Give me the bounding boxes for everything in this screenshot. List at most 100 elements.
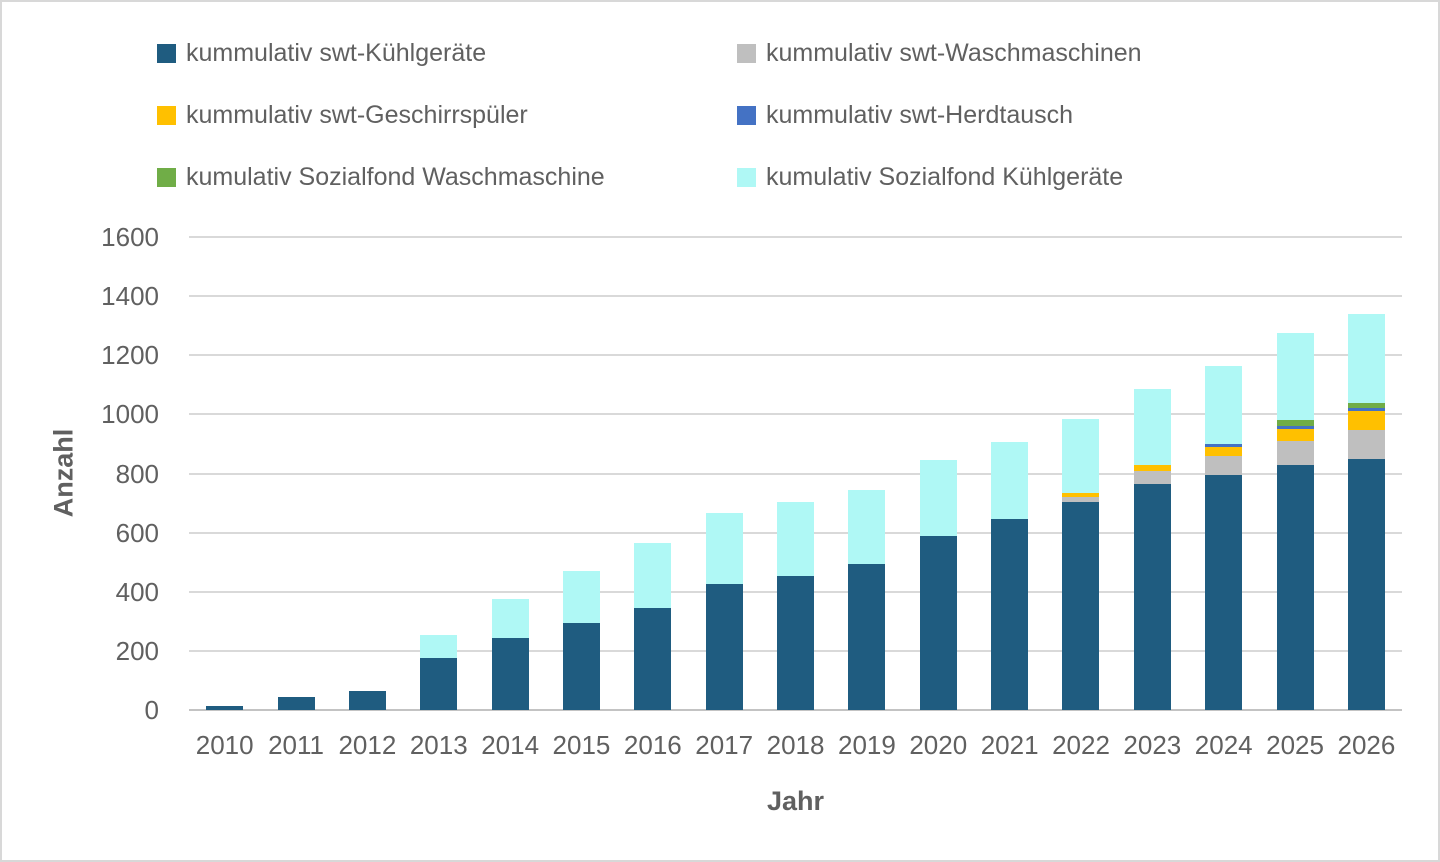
x-axis-title: Jahr — [766, 786, 825, 816]
bar-segment — [1347, 411, 1385, 430]
x-tick-label: 2011 — [268, 730, 324, 760]
bar-segment — [1347, 313, 1385, 403]
bar-slot-2023 — [1117, 237, 1188, 710]
bar-segment — [634, 542, 672, 609]
x-axis-line — [189, 709, 1402, 711]
legend-swatch — [737, 105, 756, 125]
bar-segment — [1062, 418, 1100, 493]
bar-slot-2015 — [546, 237, 617, 710]
bar-segment — [348, 691, 386, 710]
y-tick-label: 800 — [115, 458, 159, 489]
legend-swatch — [737, 43, 756, 63]
bar-segment — [777, 575, 815, 710]
bar-slot-2013 — [403, 237, 474, 710]
bar-segment — [705, 513, 743, 585]
bar-slot-2018 — [760, 237, 831, 710]
legend-item: kummulativ swt-Kühlgeräte — [157, 38, 737, 68]
x-tick-label: 2019 — [837, 730, 896, 760]
bar-slot-2022 — [1045, 237, 1116, 710]
y-tick-label: 400 — [115, 576, 159, 607]
bar-segment — [1205, 456, 1243, 475]
y-tick-label: 1000 — [101, 399, 159, 430]
x-tick-label: 2021 — [980, 730, 1039, 760]
bar-slot-2021 — [974, 237, 1045, 710]
bar-segment — [420, 658, 458, 710]
y-tick-label: 600 — [115, 517, 159, 548]
bar-segment — [848, 489, 886, 564]
legend-label: kummulativ swt-Kühlgeräte — [186, 39, 487, 67]
x-tick-label: 2022 — [1052, 730, 1110, 760]
bar-segment — [919, 460, 957, 536]
y-tick-label: 1200 — [101, 340, 159, 371]
stacked-bar-2013 — [420, 634, 458, 710]
y-axis-labels: 0 200 400 600 800 1000 1200 1400 1600 — [2, 2, 159, 860]
bar-slot-2020 — [903, 237, 974, 710]
bar-segment — [1062, 497, 1100, 502]
bar-segment — [1133, 389, 1171, 465]
stacked-bar-2014 — [491, 599, 529, 710]
bar-segment — [919, 535, 957, 710]
gridline — [189, 354, 1402, 357]
x-tick-label: 2023 — [1123, 730, 1182, 760]
x-tick-label: 2026 — [1337, 730, 1396, 760]
bar-segment — [1062, 492, 1100, 498]
bar-segment — [705, 584, 743, 710]
stacked-bar-2011 — [277, 696, 315, 710]
stacked-bar-2021 — [991, 442, 1029, 710]
bars-layer — [189, 237, 1402, 710]
stacked-bar-2016 — [634, 542, 672, 710]
legend-item: kumulativ Sozialfond Kühlgeräte — [737, 162, 1142, 192]
chart-legend: kummulativ swt-Kühlgeräte kummulativ swt-… — [157, 38, 1142, 192]
bar-segment — [491, 637, 529, 710]
bar-slot-2024 — [1188, 237, 1259, 710]
bar-slot-2026 — [1331, 237, 1402, 710]
legend-swatch — [737, 167, 756, 187]
y-tick-label: 1400 — [101, 281, 159, 312]
stacked-bar-2015 — [562, 571, 600, 710]
x-tick-label: 2015 — [552, 730, 611, 760]
gridline — [189, 295, 1402, 298]
bar-segment — [1347, 458, 1385, 710]
bar-segment — [1347, 429, 1385, 459]
bar-slot-2011 — [260, 237, 331, 710]
gridline — [189, 413, 1402, 416]
gridline — [189, 472, 1402, 475]
bar-segment — [1276, 419, 1314, 426]
bar-segment — [777, 501, 815, 576]
legend-label: kummulativ swt-Waschmaschinen — [766, 39, 1142, 67]
stacked-bar-2023 — [1133, 389, 1171, 710]
stacked-bar-2024 — [1205, 365, 1243, 710]
legend-item: kummulativ swt-Waschmaschinen — [737, 38, 1142, 68]
stacked-bar-2019 — [848, 489, 886, 710]
bar-segment — [1133, 483, 1171, 710]
y-tick-label: 1600 — [101, 222, 159, 252]
bar-slot-2025 — [1259, 237, 1330, 710]
x-tick-label: 2013 — [409, 730, 468, 760]
bar-slot-2014 — [474, 237, 545, 710]
bar-segment — [1205, 365, 1243, 445]
y-tick-label: 0 — [144, 695, 159, 725]
bar-slot-2016 — [617, 237, 688, 710]
bar-segment — [1133, 464, 1171, 471]
bar-segment — [1276, 464, 1314, 710]
stacked-bar-2025 — [1276, 333, 1314, 710]
legend-swatch — [157, 167, 176, 187]
bar-segment — [848, 563, 886, 710]
legend-item: kumulativ Sozialfond Waschmaschine — [157, 162, 737, 192]
bar-segment — [1276, 333, 1314, 420]
stacked-bar-2020 — [919, 460, 957, 710]
bar-segment — [491, 599, 529, 638]
bar-segment — [562, 571, 600, 623]
bar-segment — [1347, 402, 1385, 409]
bar-segment — [1276, 441, 1314, 465]
legend-label: kummulativ swt-Herdtausch — [766, 101, 1074, 129]
gridline — [189, 236, 1402, 238]
bar-segment — [420, 634, 458, 659]
bar-slot-2012 — [332, 237, 403, 710]
bar-segment — [1276, 425, 1314, 429]
x-tick-label: 2024 — [1194, 730, 1253, 760]
x-tick-label: 2018 — [766, 730, 825, 760]
stacked-bar-2017 — [705, 513, 743, 710]
bar-segment — [206, 705, 244, 710]
